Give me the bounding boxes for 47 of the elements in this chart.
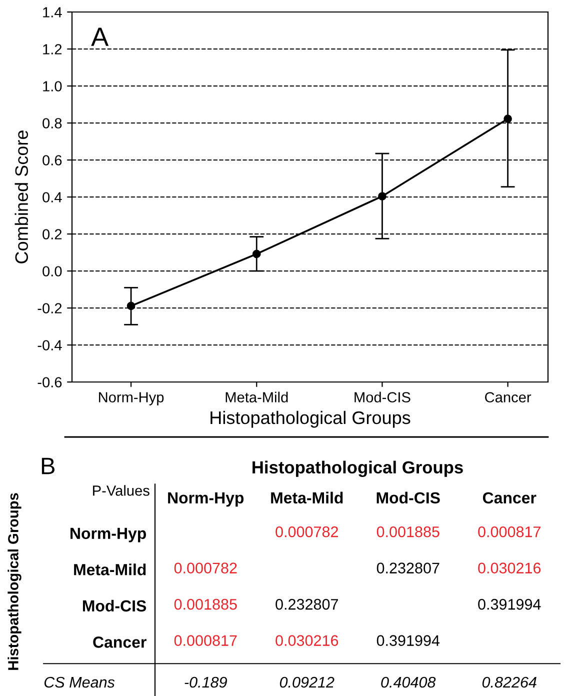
y-tick-label: Cancer: [93, 636, 146, 648]
data-label: 0.391994: [478, 598, 541, 610]
y-tick-label: Meta-Mild: [74, 564, 146, 576]
data-label: 0.391994: [376, 635, 440, 646]
data-label: 0.000782: [174, 562, 237, 574]
x-axis-title: Histopathological Groups: [210, 410, 410, 428]
y-axis-title: Histopathological Groups: [8, 493, 22, 670]
annotation: -0.189: [184, 676, 227, 688]
x-tick-label: Cancer: [485, 392, 532, 402]
text: CS Means: [44, 676, 115, 688]
chart-title: Histopathological Groups: [252, 460, 463, 478]
x-tick-label: Meta-Mild: [271, 492, 343, 504]
data-label: 0.000817: [174, 635, 237, 646]
annotation: 0.09212: [280, 676, 334, 688]
y-tick-label: 0.0: [42, 266, 62, 276]
y-tick-label: -0.6: [38, 377, 62, 388]
annotation: 0.82264: [482, 676, 536, 688]
x-tick-label: Meta-Mild: [226, 392, 288, 402]
y-tick-label: 1.4: [43, 7, 62, 18]
y-tick-label: -0.2: [38, 303, 62, 314]
y-tick-label: Mod-CIS: [82, 600, 146, 612]
y-axis-title: Combined Score: [14, 130, 28, 264]
data-label: 0.000782: [276, 526, 338, 538]
data-label: 0.000817: [478, 526, 540, 538]
y-tick-label: 0.8: [42, 118, 62, 128]
text: B: [42, 458, 54, 474]
y-tick-label: 0.2: [42, 229, 62, 240]
x-tick-label: Norm-Hyp: [99, 392, 164, 406]
y-tick-label: -0.4: [38, 340, 62, 350]
data-label: 0.001885: [376, 526, 440, 538]
data-label: 0.030216: [478, 562, 541, 574]
data-label: 0.030216: [276, 635, 338, 646]
text: P-Values: [93, 485, 150, 496]
y-tick-label: 0.4: [42, 192, 62, 202]
x-tick-label: Norm-Hyp: [168, 492, 244, 507]
data-label: 0.001885: [174, 598, 237, 610]
y-tick-label: 0.6: [42, 155, 62, 166]
x-tick-label: Mod-CIS: [376, 492, 440, 504]
y-tick-label: Norm-Hyp: [70, 528, 146, 542]
data-label: 0.232807: [276, 598, 338, 610]
annotation: 0.40408: [381, 676, 436, 688]
annotation: A: [91, 28, 109, 46]
y-tick-label: 1.2: [43, 44, 62, 54]
x-tick-label: Cancer: [482, 492, 536, 504]
y-tick-label: 1.0: [43, 81, 62, 92]
x-tick-label: Mod-CIS: [354, 392, 410, 402]
data-label: 0.232807: [376, 562, 440, 574]
